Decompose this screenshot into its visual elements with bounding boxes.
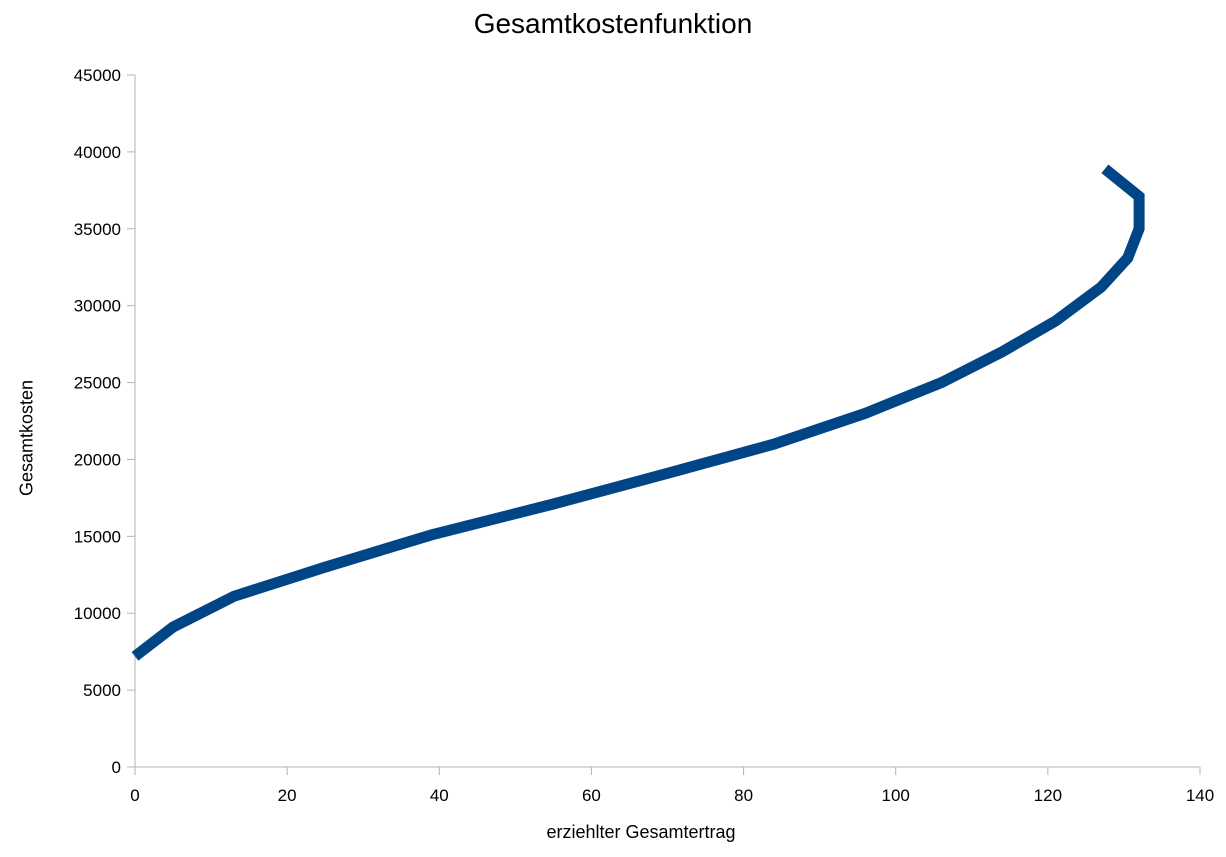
- y-ticks: 0 5000 10000 15000 20000 25000 30000 35000 40000…: [74, 66, 135, 777]
- x-ticks: 0 20 40 60 80 100 120 140: [130, 767, 1214, 805]
- y-tick-label: 5000: [83, 681, 121, 700]
- y-tick-label: 35000: [74, 220, 121, 239]
- x-tick-label: 100: [882, 786, 910, 805]
- y-tick-label: 45000: [74, 66, 121, 85]
- y-tick-label: 15000: [74, 527, 121, 546]
- y-tick-label: 0: [112, 758, 121, 777]
- series-line: [131, 164, 1145, 661]
- axes: [134, 75, 1200, 768]
- y-tick-label: 10000: [74, 604, 121, 623]
- series-group: [131, 164, 1145, 661]
- chart-title: Gesamtkostenfunktion: [473, 8, 753, 39]
- y-tick-label: 40000: [74, 143, 121, 162]
- x-tick-label: 80: [734, 786, 753, 805]
- x-tick-label: 60: [582, 786, 601, 805]
- x-tick-label: 140: [1186, 786, 1214, 805]
- y-tick-label: 25000: [74, 374, 121, 393]
- y-tick-label: 30000: [74, 297, 121, 316]
- x-tick-label: 0: [130, 786, 139, 805]
- x-axis-label: erziehlter Gesamtertrag: [546, 822, 736, 842]
- x-tick-label: 120: [1034, 786, 1062, 805]
- y-tick-label: 20000: [74, 450, 121, 469]
- x-tick-label: 20: [278, 786, 297, 805]
- x-tick-label: 40: [430, 786, 449, 805]
